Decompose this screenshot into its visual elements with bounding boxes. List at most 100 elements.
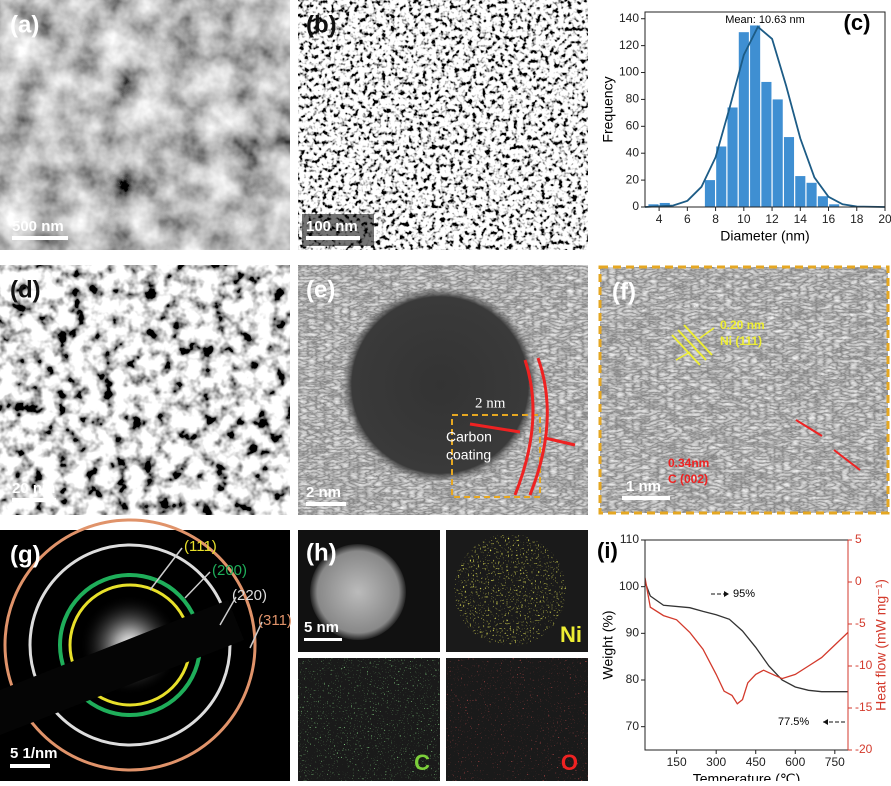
arrows	[469, 422, 576, 447]
bar	[806, 182, 817, 207]
bar	[829, 204, 840, 207]
panel-label: (i)	[597, 538, 618, 563]
bar	[750, 25, 761, 208]
x-tick-label: 450	[746, 755, 766, 769]
scale-bar	[12, 498, 56, 502]
x-tick-label: 12	[765, 212, 779, 226]
y-tick-label: 20	[626, 172, 640, 186]
panel-label: (d)	[10, 276, 41, 303]
scale-bar	[306, 502, 346, 506]
y-tick-label: 40	[626, 145, 640, 159]
y-axis-title: Weight (%)	[600, 611, 616, 680]
scale-text: 100 nm	[306, 218, 358, 235]
bar	[738, 32, 749, 208]
bar	[772, 99, 783, 207]
sem-image	[0, 0, 290, 250]
y-tick-label: 100	[619, 65, 639, 79]
bar	[716, 146, 727, 207]
chart-title: Mean: 10.63 nm	[725, 14, 805, 26]
panel-label: (c)	[844, 10, 871, 35]
scale-bar	[622, 496, 670, 500]
plane: Ni (111)	[720, 334, 762, 348]
d-spacing: 0.34nm	[668, 456, 709, 470]
c-signal	[298, 658, 440, 781]
panel-label: (f)	[612, 278, 636, 305]
zoom-box	[451, 414, 541, 498]
y-tick-label: 0	[632, 199, 639, 213]
bar	[761, 81, 772, 207]
annotation: 77.5%	[778, 716, 809, 728]
x-tick-label: 750	[825, 755, 845, 769]
scale-text: 2 nm	[306, 484, 341, 501]
x-tick-label: 20	[878, 212, 891, 226]
ring-label: (111)	[184, 538, 217, 555]
x-tick-label: 8	[712, 212, 719, 226]
element-label: C	[414, 750, 430, 775]
scale-bar	[12, 236, 68, 240]
frame	[598, 265, 890, 515]
bar	[704, 180, 715, 207]
coating-lines	[513, 357, 549, 496]
plot-frame	[644, 539, 849, 751]
y-tick-label: 60	[626, 118, 640, 132]
bar	[795, 176, 806, 207]
arrows	[795, 419, 861, 471]
panel-g: (111) (200) (220) (311) (g) 5 1/nm	[0, 518, 292, 781]
x-tick-label: 150	[667, 755, 687, 769]
scale-bg	[302, 214, 374, 246]
tem-image	[0, 265, 290, 515]
element-label: O	[561, 750, 578, 775]
lattice-lines	[671, 324, 713, 366]
panel-a: (a) 500 nm	[0, 0, 290, 250]
plane: C (002)	[668, 472, 708, 486]
y-tick-label: 100	[619, 579, 639, 593]
x-tick-label: 14	[794, 212, 808, 226]
bar	[727, 107, 738, 207]
y2-tick-label: 0	[855, 574, 862, 588]
y-tick-label: 80	[626, 672, 640, 686]
ring-label: (220)	[232, 587, 267, 604]
panel-label: (h)	[306, 539, 337, 566]
thickness-text: 2 nm	[475, 395, 506, 411]
arrows	[675, 327, 715, 361]
scale-text: 1 nm	[626, 478, 661, 495]
bar	[783, 137, 795, 207]
scale-bar	[306, 236, 360, 240]
series-line	[644, 577, 849, 705]
scale-text: 5 1/nm	[10, 745, 58, 762]
annotation: 95%	[733, 588, 755, 600]
x-tick-label: 6	[684, 212, 691, 226]
y-tick-label: 110	[620, 532, 639, 546]
x-tick-label: 300	[706, 755, 726, 769]
scale-bar	[304, 638, 342, 641]
bar	[659, 202, 670, 207]
y2-tick-label: 5	[855, 532, 862, 546]
scale-text: 500 nm	[12, 218, 64, 235]
y2-axis-title: Heat flow (mW mg⁻¹)	[873, 579, 889, 711]
x-axis-title: Temperature (℃)	[693, 771, 801, 781]
y2-tick-label: -5	[855, 616, 866, 630]
y-tick-label: 140	[619, 11, 639, 25]
y-tick-label: 90	[626, 626, 640, 640]
y-tick-label: 80	[626, 92, 640, 106]
beam-stop	[0, 600, 244, 735]
x-axis-title: Diameter (nm)	[720, 228, 809, 244]
particle	[342, 287, 538, 483]
panel-label: (g)	[10, 541, 41, 568]
ring-label: (311)	[258, 612, 292, 629]
hrtem-image	[600, 267, 888, 513]
series-line	[644, 581, 848, 693]
y2-tick-label: -15	[855, 700, 873, 714]
panel-b: (b) 100 nm	[298, 0, 588, 250]
d-spacing: 0.20 nm	[720, 318, 765, 332]
ni-signal	[454, 534, 566, 646]
panel-f: (f) 0.20 nm Ni (111) 0.34nm C (002) 1 nm	[598, 265, 890, 515]
panel-e: (e) 2 nm Carbon coating 2 nm	[298, 265, 588, 515]
coating-text: Carbon	[446, 429, 492, 445]
fit-curve	[644, 25, 886, 208]
o-signal	[446, 658, 588, 781]
plot-frame	[644, 11, 886, 208]
leader-lines	[149, 547, 263, 649]
x-tick-label: 18	[850, 212, 864, 226]
charts: 4 6 8 10 12 14 16 18 20 0 20 40 60 80 100 120 140 Diamete…	[597, 10, 891, 786]
